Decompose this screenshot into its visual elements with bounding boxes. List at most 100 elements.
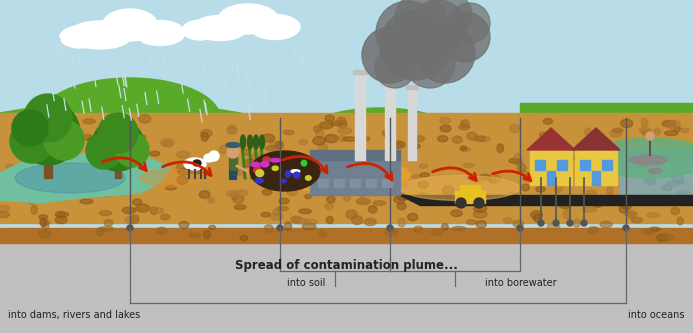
- Ellipse shape: [344, 179, 358, 186]
- Ellipse shape: [40, 218, 46, 227]
- Ellipse shape: [243, 150, 250, 155]
- Ellipse shape: [6, 164, 14, 169]
- Ellipse shape: [622, 204, 631, 209]
- Circle shape: [456, 198, 466, 208]
- Ellipse shape: [397, 203, 406, 210]
- Bar: [580, 160, 590, 170]
- Ellipse shape: [313, 126, 321, 132]
- Ellipse shape: [83, 119, 95, 124]
- Ellipse shape: [261, 212, 270, 217]
- Ellipse shape: [589, 161, 600, 167]
- Ellipse shape: [81, 135, 93, 140]
- Bar: [229, 155, 237, 173]
- Ellipse shape: [227, 127, 237, 135]
- Circle shape: [538, 220, 544, 226]
- Ellipse shape: [467, 132, 477, 140]
- Ellipse shape: [554, 185, 563, 192]
- Ellipse shape: [250, 151, 320, 191]
- Ellipse shape: [540, 179, 547, 184]
- Circle shape: [92, 119, 144, 171]
- Ellipse shape: [42, 222, 49, 230]
- Ellipse shape: [628, 212, 635, 217]
- Ellipse shape: [420, 173, 430, 177]
- Ellipse shape: [287, 190, 297, 195]
- Ellipse shape: [313, 189, 320, 194]
- Circle shape: [10, 119, 54, 163]
- Ellipse shape: [384, 131, 392, 139]
- Ellipse shape: [407, 213, 418, 221]
- Ellipse shape: [233, 195, 244, 203]
- Ellipse shape: [419, 192, 426, 196]
- Bar: [318, 179, 328, 187]
- Ellipse shape: [132, 199, 142, 205]
- Ellipse shape: [55, 212, 69, 217]
- Ellipse shape: [121, 137, 131, 145]
- Ellipse shape: [385, 229, 398, 236]
- Ellipse shape: [67, 21, 132, 49]
- Ellipse shape: [663, 184, 672, 191]
- Ellipse shape: [270, 141, 277, 148]
- Ellipse shape: [531, 210, 543, 219]
- Ellipse shape: [464, 163, 474, 167]
- Ellipse shape: [360, 196, 366, 203]
- Ellipse shape: [610, 130, 622, 137]
- Ellipse shape: [155, 208, 164, 213]
- Ellipse shape: [227, 125, 236, 133]
- Ellipse shape: [236, 190, 247, 196]
- Ellipse shape: [318, 144, 328, 150]
- Circle shape: [517, 225, 523, 231]
- Ellipse shape: [40, 220, 50, 225]
- Ellipse shape: [559, 200, 572, 208]
- Polygon shape: [0, 153, 170, 203]
- Ellipse shape: [156, 227, 167, 234]
- Ellipse shape: [236, 233, 243, 240]
- Ellipse shape: [103, 171, 114, 179]
- Ellipse shape: [306, 176, 311, 180]
- Ellipse shape: [625, 151, 635, 160]
- Ellipse shape: [108, 144, 114, 149]
- Ellipse shape: [458, 199, 466, 205]
- Ellipse shape: [250, 15, 300, 40]
- Ellipse shape: [565, 155, 577, 160]
- Ellipse shape: [648, 168, 662, 173]
- Ellipse shape: [665, 131, 678, 136]
- Ellipse shape: [413, 136, 425, 142]
- Ellipse shape: [459, 147, 471, 152]
- Ellipse shape: [647, 213, 660, 217]
- Ellipse shape: [497, 144, 504, 153]
- Ellipse shape: [107, 165, 114, 170]
- Ellipse shape: [623, 166, 632, 173]
- Ellipse shape: [261, 162, 269, 167]
- Ellipse shape: [26, 195, 40, 204]
- Ellipse shape: [438, 136, 448, 142]
- Ellipse shape: [419, 164, 428, 168]
- Circle shape: [44, 120, 84, 160]
- Ellipse shape: [200, 130, 212, 137]
- Ellipse shape: [624, 211, 637, 216]
- Ellipse shape: [563, 210, 571, 219]
- Ellipse shape: [55, 216, 67, 224]
- Ellipse shape: [254, 167, 261, 173]
- Ellipse shape: [291, 216, 301, 223]
- Ellipse shape: [270, 213, 283, 220]
- Ellipse shape: [587, 190, 596, 196]
- Ellipse shape: [51, 164, 58, 172]
- Ellipse shape: [189, 170, 202, 174]
- Ellipse shape: [344, 193, 351, 201]
- Ellipse shape: [621, 119, 633, 128]
- Ellipse shape: [265, 146, 279, 151]
- Ellipse shape: [199, 190, 210, 198]
- Ellipse shape: [338, 135, 345, 142]
- Ellipse shape: [672, 173, 683, 182]
- Ellipse shape: [677, 217, 683, 225]
- Ellipse shape: [319, 122, 333, 129]
- Ellipse shape: [604, 170, 616, 179]
- Ellipse shape: [305, 194, 312, 199]
- Ellipse shape: [662, 121, 676, 127]
- Ellipse shape: [31, 205, 37, 214]
- Ellipse shape: [369, 206, 377, 213]
- Ellipse shape: [146, 168, 153, 173]
- Ellipse shape: [492, 230, 499, 238]
- Ellipse shape: [614, 152, 624, 158]
- Circle shape: [209, 151, 219, 161]
